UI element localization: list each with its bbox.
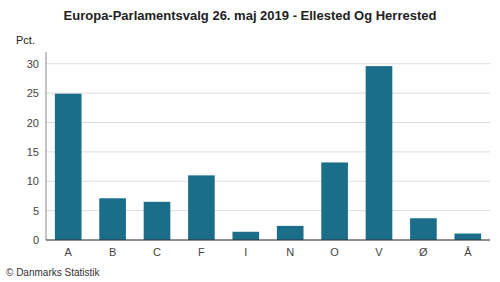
x-axis-line xyxy=(46,240,490,241)
x-tick-label: I xyxy=(244,246,247,258)
x-tick-label: Ø xyxy=(419,246,428,258)
footer: © Danmarks Statistik xyxy=(6,267,101,278)
x-tick-label: Å xyxy=(464,246,472,258)
grid-line xyxy=(46,181,490,182)
y-tick-label: 10 xyxy=(27,175,39,187)
grid xyxy=(46,64,490,240)
chart-container: Europa-Parlamentsvalg 26. maj 2019 - Ell… xyxy=(0,0,500,282)
y-tick-label: 30 xyxy=(27,58,39,70)
y-tick-label: 25 xyxy=(27,87,39,99)
x-tick-label: C xyxy=(153,246,161,258)
y-tick-label: 5 xyxy=(33,205,39,217)
y-axis-line xyxy=(46,52,47,240)
bar xyxy=(55,94,82,240)
bar xyxy=(99,198,126,240)
bar xyxy=(321,162,348,240)
bar xyxy=(144,202,171,240)
bar xyxy=(454,234,481,240)
grid-line xyxy=(46,240,490,241)
x-tick-label: B xyxy=(109,246,116,258)
bar xyxy=(232,232,259,240)
y-tick-label: 15 xyxy=(27,146,39,158)
grid-line xyxy=(46,122,490,123)
y-tick-label: 20 xyxy=(27,117,39,129)
bar xyxy=(188,175,215,240)
x-tick-label: F xyxy=(198,246,205,258)
y-tick-label: 0 xyxy=(33,234,39,246)
grid-line xyxy=(46,93,490,94)
bar xyxy=(366,66,393,240)
bar xyxy=(277,226,304,240)
grid-line xyxy=(46,63,490,64)
bars xyxy=(55,66,481,240)
x-tick-label: N xyxy=(286,246,294,258)
bar xyxy=(410,218,437,240)
x-tick-label: A xyxy=(65,246,73,258)
y-axis-label: Pct. xyxy=(16,34,35,46)
x-tick-label: V xyxy=(375,246,383,258)
title: Europa-Parlamentsvalg 26. maj 2019 - Ell… xyxy=(64,8,437,23)
x-tick-label: O xyxy=(330,246,339,258)
grid-line xyxy=(46,151,490,152)
chart-svg: Europa-Parlamentsvalg 26. maj 2019 - Ell… xyxy=(0,0,500,282)
